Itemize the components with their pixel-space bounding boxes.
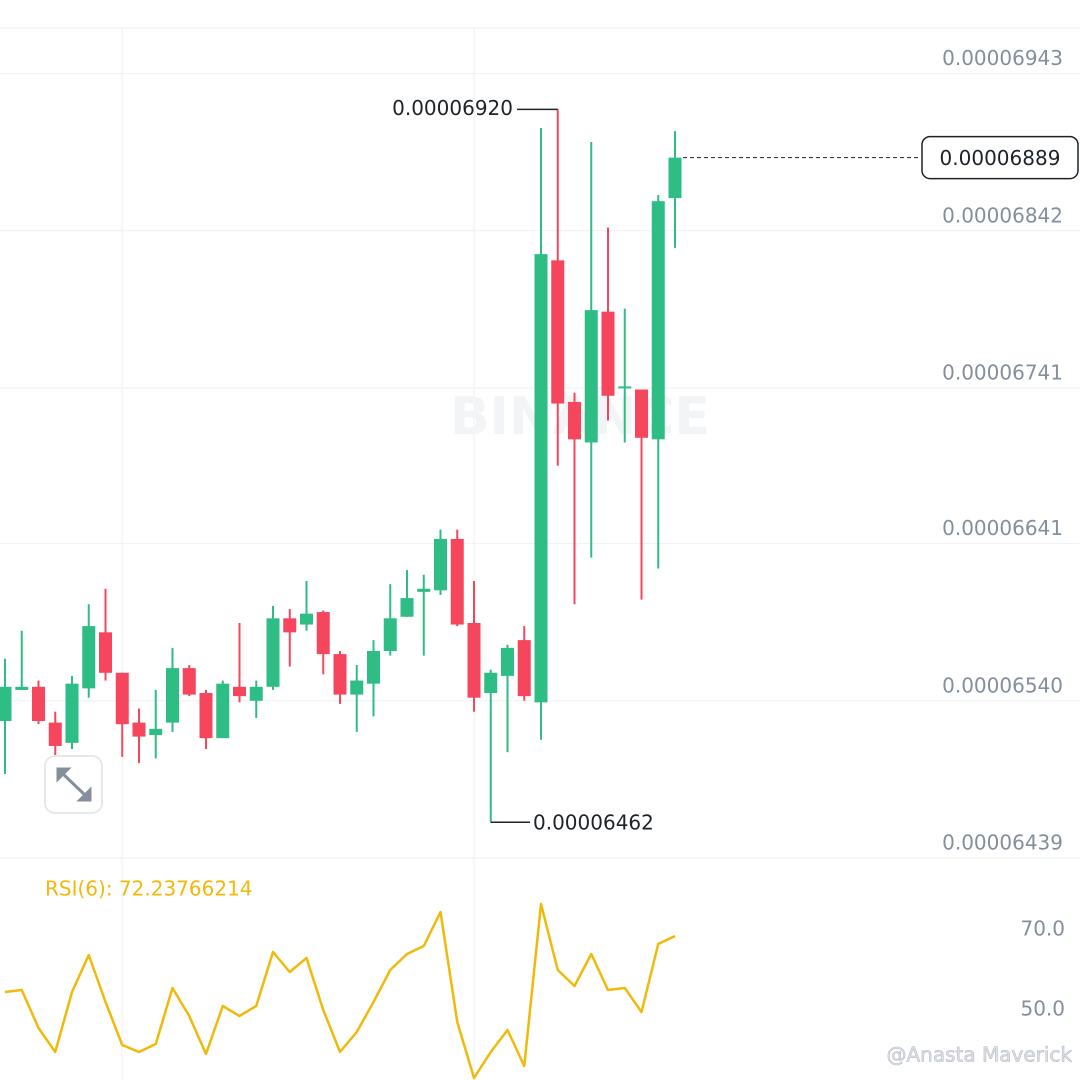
candle-body [618, 386, 632, 389]
candle-body [434, 538, 447, 591]
last-price-label: 0.00006889 [940, 146, 1061, 170]
last-price-box [921, 135, 1079, 180]
candle-body [350, 680, 364, 695]
candle-body [635, 389, 648, 438]
credit: @Anasta Maverick [887, 1043, 1073, 1067]
candle-body [115, 672, 129, 725]
high-marker-label: 0.00006920 [392, 96, 513, 120]
candle-body [283, 618, 297, 633]
candle-body [333, 654, 347, 695]
candle-body [32, 686, 45, 722]
y-tick-label: 0.00006943 [942, 46, 1063, 70]
y-tick-label: 70.0 [1020, 917, 1065, 941]
candle-body [534, 254, 548, 703]
y-tick-label: 0.00006741 [942, 360, 1063, 384]
candle-body [551, 260, 565, 404]
candle-body [266, 618, 280, 687]
candle-body [517, 640, 531, 697]
candle-body [651, 201, 665, 440]
candle-body [166, 668, 179, 723]
candle-body [233, 686, 246, 697]
candle-body [501, 647, 514, 676]
candle-body [467, 622, 481, 698]
rsi-title: RSI(6): 72.23766214 [45, 877, 253, 901]
y-tick-label: 0.00006540 [942, 673, 1063, 697]
candle-body [149, 728, 163, 736]
candle-body [15, 686, 29, 690]
candle-body [601, 311, 615, 396]
low-marker-label: 0.00006462 [533, 811, 654, 835]
candle-body [668, 157, 682, 199]
candle-body [568, 401, 581, 440]
candle-body [300, 613, 313, 625]
candle-body [199, 693, 213, 739]
candle-body [383, 618, 397, 651]
rsi-line [4, 902, 676, 1080]
candle-body [249, 686, 263, 701]
candle-body [182, 668, 196, 695]
candle-body [316, 612, 330, 655]
y-tick-label: 0.00006842 [942, 203, 1063, 227]
candle-body [0, 686, 12, 722]
y-tick-label: 0.00006439 [942, 831, 1063, 855]
candle-body [132, 722, 146, 737]
candle-body [48, 722, 62, 746]
candle-body [99, 632, 112, 673]
candle-body [417, 588, 431, 592]
candle-body [82, 626, 96, 689]
candle-body [367, 651, 380, 684]
y-tick-label: 0.00006641 [942, 516, 1063, 540]
y-tick-label: 50.0 [1020, 997, 1065, 1021]
expand-icon[interactable] [56, 767, 92, 802]
candle-body [484, 672, 498, 694]
expand-button[interactable] [44, 755, 103, 814]
candle-body [584, 310, 598, 443]
candle-body [400, 598, 414, 617]
candle-body [65, 683, 79, 743]
candle-body [216, 683, 230, 739]
candle-body [450, 538, 464, 625]
